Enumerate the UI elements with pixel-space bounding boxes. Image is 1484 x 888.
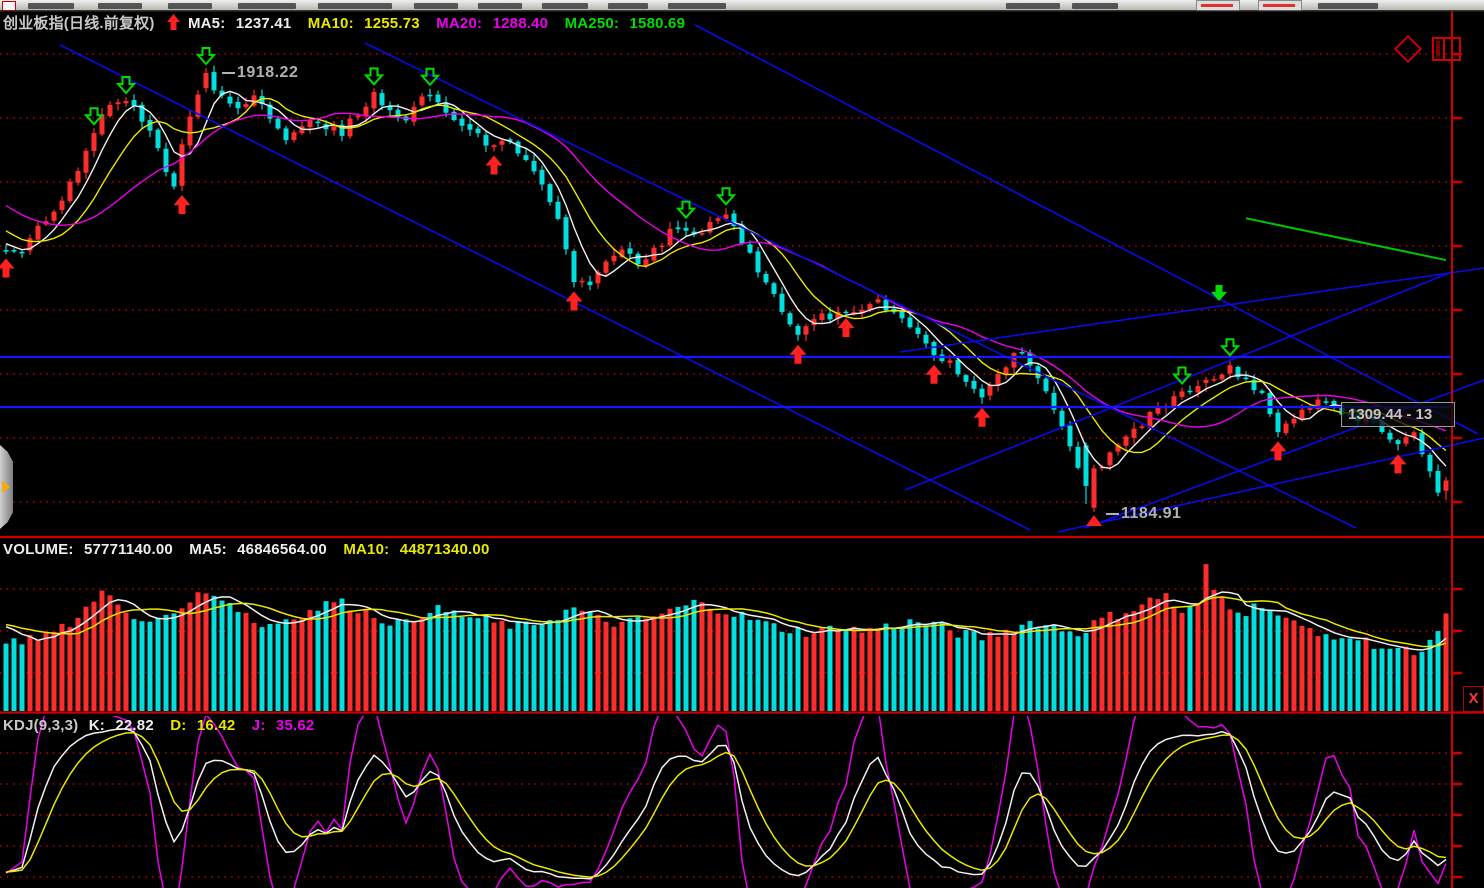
menu-item-fragment[interactable] — [478, 3, 522, 9]
menu-item-fragment[interactable] — [542, 3, 588, 9]
kdj-k-value: K: 22.82 — [88, 717, 154, 734]
menu-item-fragment[interactable] — [168, 3, 212, 9]
menu-item-fragment[interactable] — [238, 3, 296, 9]
menu-item-fragment[interactable] — [668, 3, 726, 9]
volume-ma10: MA10: 44871340.00 — [343, 541, 490, 558]
volume-ma5: MA5: 46846564.00 — [189, 541, 327, 558]
menu-item-fragment[interactable] — [1006, 3, 1060, 9]
menu-item-fragment[interactable] — [414, 3, 458, 9]
volume-value: VOLUME: 57771140.00 — [3, 541, 173, 558]
volume-header: VOLUME: 57771140.00 MA5: 46846564.00 MA1… — [3, 541, 502, 558]
ma20-label: MA20: 1288.40 — [436, 15, 549, 32]
sidebar-expand-handle[interactable] — [0, 445, 13, 529]
ma10-label: MA10: 1255.73 — [307, 15, 420, 32]
symbol-title: 创业板指(日线.前复权) — [3, 15, 155, 32]
main-chart-header: 创业板指(日线.前复权) MA5: 1237.41 MA10: 1255.73 … — [3, 12, 697, 34]
menu-item-fragment[interactable] — [318, 3, 392, 9]
peak-price-label: 1918.22 — [222, 64, 298, 82]
menu-item-fragment[interactable] — [1072, 3, 1118, 9]
kdj-d-value: D: 16.42 — [170, 717, 236, 734]
trendline-value-tooltip: 1309.44 - 13 — [1341, 402, 1455, 427]
kdj-name: KDJ(9,3,3) — [3, 717, 79, 734]
expand-arrow-icon — [2, 481, 10, 493]
ma5-label: MA5: 1237.41 — [187, 15, 292, 32]
up-arrow-icon — [166, 14, 180, 34]
kdj-j-value: J: 35.62 — [251, 717, 315, 734]
ma250-label: MA250: 1580.69 — [564, 15, 686, 32]
kdj-header: KDJ(9,3,3) K: 22.82 D: 16.42 J: 35.62 — [3, 717, 326, 734]
trough-price-label: 1184.91 — [1106, 505, 1181, 523]
menu-item-fragment[interactable] — [1318, 3, 1378, 9]
split-window-icon[interactable] — [1432, 37, 1461, 61]
menu-item-fragment[interactable] — [28, 3, 74, 9]
menu-item-fragment[interactable] — [98, 3, 142, 9]
indicator-close-button[interactable]: X — [1463, 686, 1484, 712]
menu-item-fragment[interactable] — [608, 3, 648, 9]
